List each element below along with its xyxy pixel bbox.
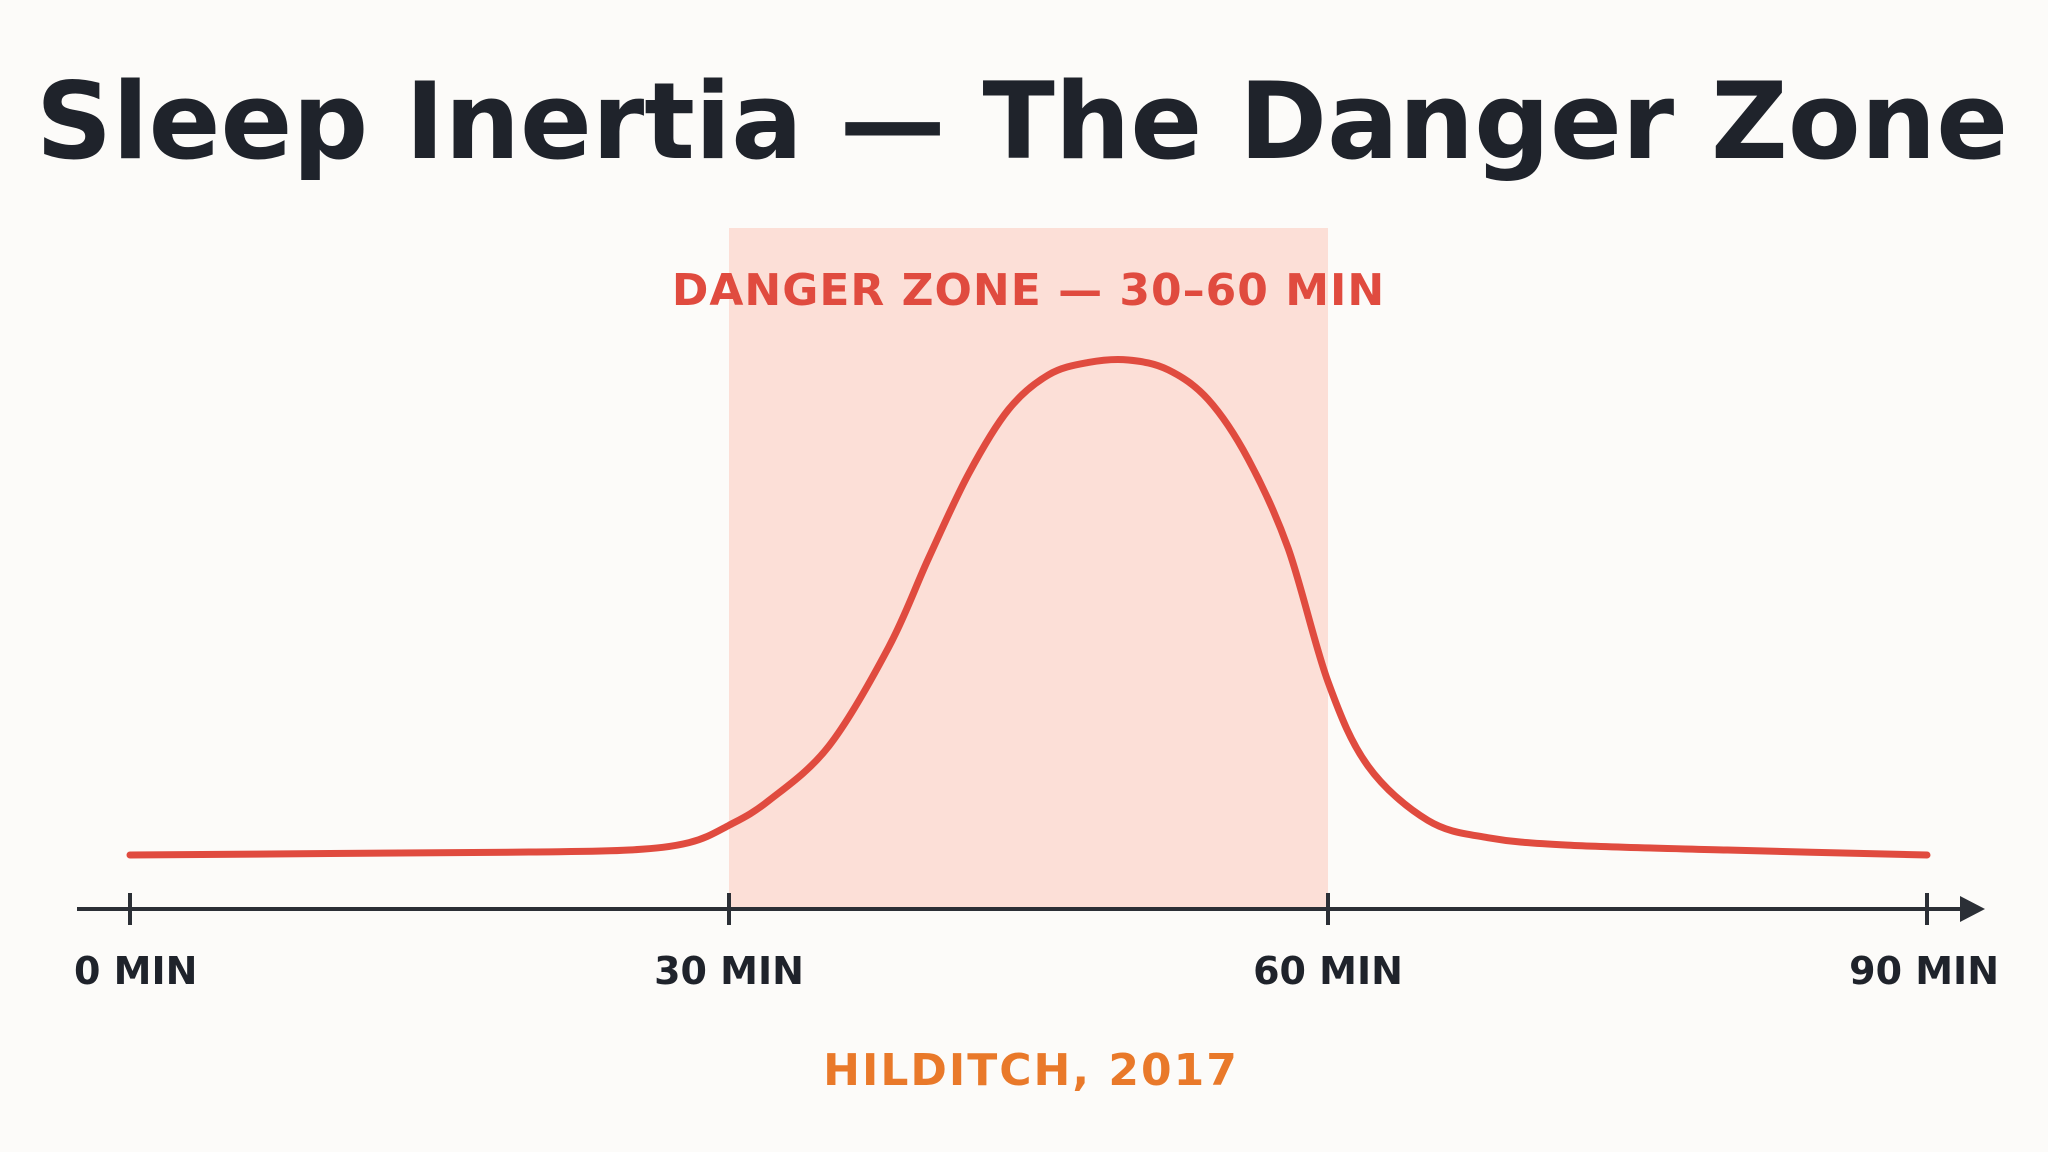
danger-zone-label: DANGER ZONE — 30–60 MIN <box>672 265 1385 316</box>
danger-zone-band <box>729 228 1328 909</box>
x-tick-label: 90 MIN <box>1849 949 1999 993</box>
series-layer <box>126 356 1931 859</box>
danger-zone-layer: DANGER ZONE — 30–60 MIN <box>672 228 1385 909</box>
x-axis <box>77 896 1985 922</box>
chart-title: Sleep Inertia — The Danger Zone <box>36 60 2008 183</box>
series-line <box>126 356 1931 859</box>
x-axis-arrow-icon <box>1960 896 1985 922</box>
x-tick-label: 0 MIN <box>74 949 197 993</box>
source-citation: HILDITCH, 2017 <box>823 1045 1239 1096</box>
x-axis-ticks: 0 MIN 30 MIN 60 MIN 90 MIN <box>74 893 1999 993</box>
x-tick-label: 60 MIN <box>1253 949 1403 993</box>
x-tick-label: 30 MIN <box>654 949 804 993</box>
